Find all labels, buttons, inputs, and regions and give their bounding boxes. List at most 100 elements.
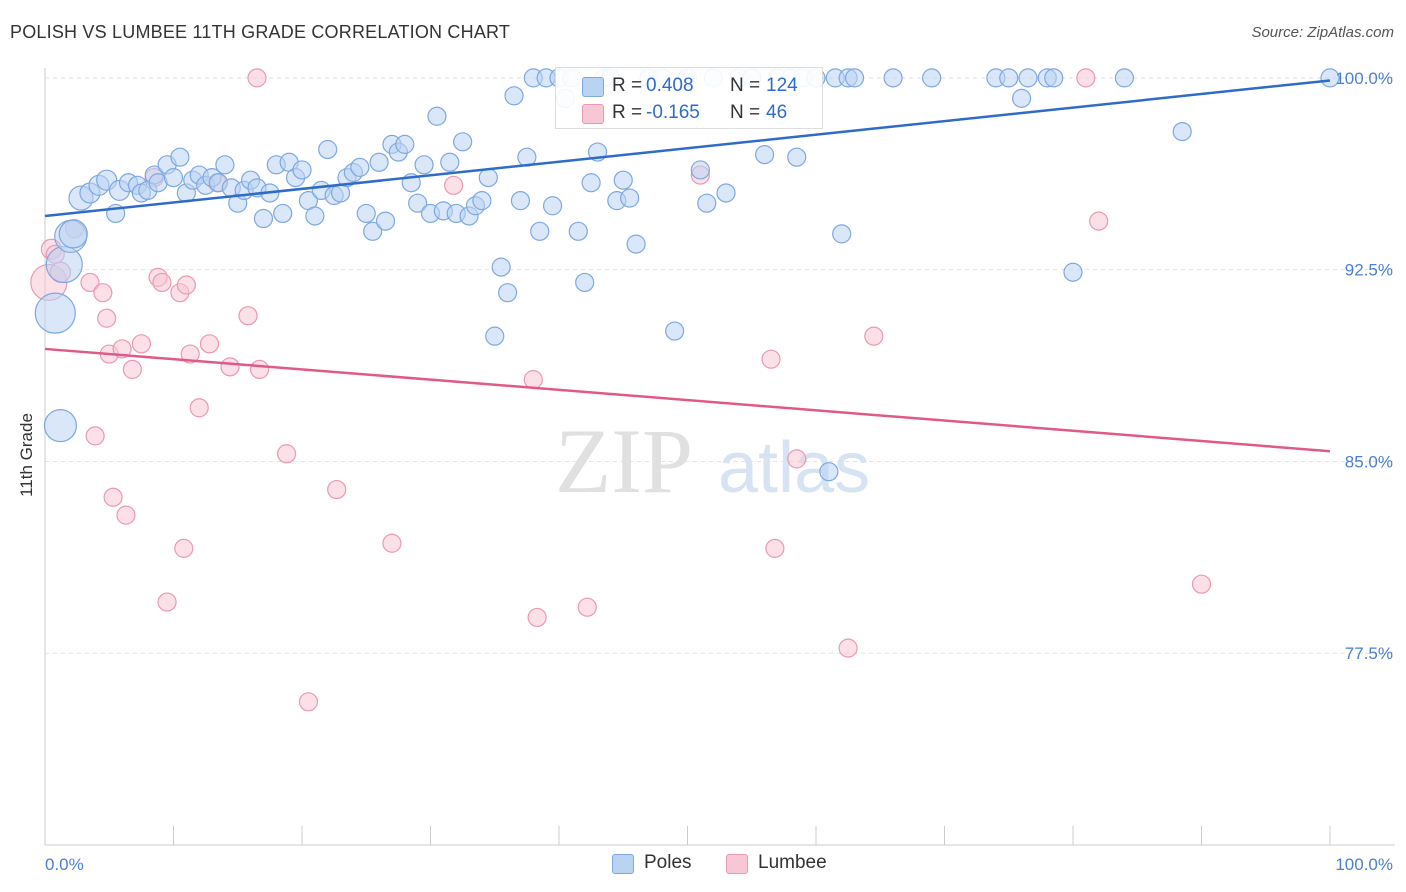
lumbee-point	[112, 339, 132, 359]
y-tick-label: 77.5%	[1345, 644, 1393, 663]
lumbee-point	[864, 326, 884, 346]
y-tick-label: 85.0%	[1345, 452, 1393, 471]
axes	[44, 68, 1395, 846]
poles-point	[1011, 88, 1032, 108]
source-label: Source: ZipAtlas.com	[1251, 24, 1394, 41]
poles-point	[375, 211, 396, 231]
poles-point	[626, 234, 646, 254]
poles-point	[34, 292, 76, 334]
r-label: R =	[612, 75, 643, 96]
poles-point	[215, 155, 235, 175]
poles-point	[408, 193, 428, 213]
poles-point	[453, 132, 473, 152]
poles-point	[369, 152, 389, 172]
lumbee-point	[131, 334, 151, 354]
lumbee-point	[157, 592, 177, 612]
lumbee-point	[122, 359, 142, 379]
poles-point	[844, 68, 865, 88]
lumbee-swatch	[582, 104, 604, 124]
lumbee-point	[189, 398, 209, 418]
poles-point	[292, 160, 312, 180]
poles-point	[530, 221, 550, 241]
poles-point	[498, 283, 518, 303]
lumbee-point	[761, 349, 781, 369]
lumbee-point	[527, 607, 547, 628]
lumbee-point	[238, 306, 258, 326]
poles-point	[273, 203, 293, 224]
poles-point	[253, 208, 274, 229]
correlation-legend: R = 0.408 N = 124 R = -0.165 N = 46	[555, 67, 823, 129]
lumbee-legend-label: Lumbee	[758, 852, 827, 873]
poles-point	[427, 106, 447, 126]
poles-point	[491, 257, 511, 277]
poles-point	[754, 145, 775, 165]
poles-point	[575, 272, 595, 293]
poles-point	[787, 147, 807, 167]
lumbee-n-value: 46	[766, 102, 788, 123]
lumbee-point	[276, 444, 297, 464]
r-label: R =	[612, 102, 643, 123]
poles-point	[568, 221, 588, 241]
lumbee-point	[103, 487, 123, 507]
lumbee-point	[116, 505, 136, 525]
poles-point	[318, 139, 338, 160]
n-label: N =	[730, 75, 761, 96]
lumbee-point	[765, 538, 785, 558]
poles-point	[350, 157, 370, 177]
lumbee-point	[176, 275, 196, 295]
tick-labels: 77.5% 85.0% 92.5% 100.0% 0.0% 100.0%	[45, 69, 1393, 874]
lumbee-point	[97, 308, 117, 328]
lumbee-point	[523, 370, 543, 390]
poles-point	[163, 168, 184, 188]
trend-lines	[44, 79, 1331, 453]
lumbee-point	[1191, 574, 1212, 594]
poles-point	[613, 170, 633, 190]
poles-point	[485, 326, 505, 346]
lumbee-point	[93, 283, 113, 303]
poles-point	[1063, 262, 1083, 282]
lumbee-point	[1076, 68, 1096, 88]
poles-point	[504, 86, 524, 106]
poles-legend-swatch	[612, 854, 634, 874]
poles-trend-line	[44, 79, 1331, 218]
series-lumbee-points	[30, 68, 1212, 712]
lumbee-point	[174, 538, 194, 558]
lumbee-point	[327, 479, 347, 500]
poles-point	[999, 68, 1019, 88]
poles-point	[581, 173, 601, 193]
poles-point	[395, 134, 415, 154]
poles-point	[883, 68, 903, 88]
poles-legend-label: Poles	[644, 852, 692, 873]
poles-point	[170, 147, 190, 167]
watermark-zip: ZIP	[555, 410, 693, 512]
lumbee-point	[249, 359, 270, 379]
chart-title: POLISH VS LUMBEE 11TH GRADE CORRELATION …	[10, 22, 511, 42]
poles-point	[665, 321, 685, 341]
poles-point	[542, 196, 563, 216]
poles-point	[1320, 68, 1340, 88]
lumbee-point	[152, 272, 172, 293]
poles-point	[45, 245, 83, 284]
lumbee-point	[838, 638, 858, 658]
lumbee-point	[787, 449, 807, 469]
lumbee-point	[180, 344, 200, 364]
y-tick-label: 92.5%	[1345, 261, 1393, 280]
poles-point	[922, 68, 942, 88]
x-tick-label: 100.0%	[1335, 855, 1393, 874]
poles-point	[1044, 68, 1064, 88]
poles-point	[620, 188, 640, 208]
poles-point	[697, 193, 717, 213]
n-label: N =	[730, 102, 761, 123]
lumbee-point	[80, 272, 100, 293]
lumbee-point	[199, 334, 220, 354]
lumbee-point	[247, 68, 267, 88]
poles-point	[58, 219, 88, 249]
poles-point	[305, 206, 325, 226]
lumbee-point	[444, 175, 464, 195]
lumbee-point	[577, 597, 597, 617]
poles-point	[356, 203, 376, 224]
x-tick-label: 0.0%	[45, 855, 84, 874]
lumbee-point	[85, 426, 105, 446]
poles-r-value: 0.408	[646, 75, 694, 96]
